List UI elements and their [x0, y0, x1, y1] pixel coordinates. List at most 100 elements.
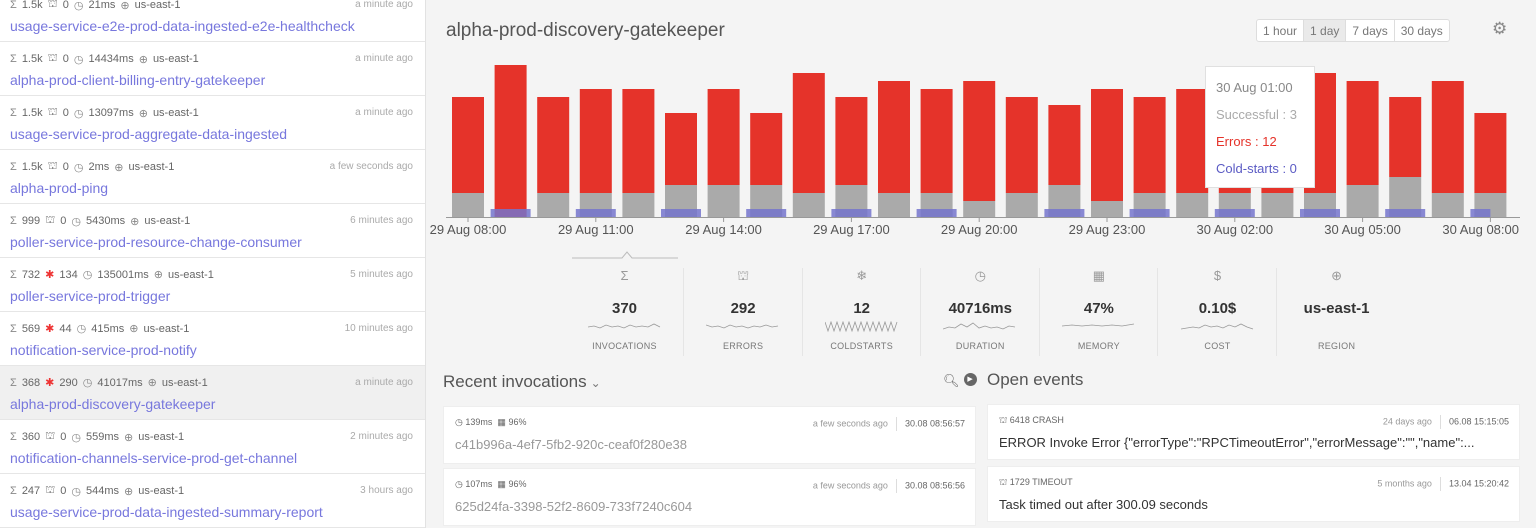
function-meta: Σ 569 ✱ 44 ◷ 415ms ⊕ us-east-1: [10, 322, 189, 336]
bar-successful: [622, 193, 655, 217]
function-meta: Σ 999 ⛫ 0 ◷ 5430ms ⊕ us-east-1: [10, 214, 190, 228]
stat-label: COST: [1204, 341, 1231, 351]
range-1-day-button[interactable]: 1 day: [1304, 20, 1347, 41]
event-message: Task timed out after 300.09 seconds: [999, 497, 1208, 512]
bar-coldstarts: [1044, 209, 1085, 217]
sigma-icon: Σ: [10, 0, 17, 11]
errors-count: 0: [62, 161, 69, 173]
function-list-item[interactable]: Σ 569 ✱ 44 ◷ 415ms ⊕ us-east-1 10 minutes ago not…: [0, 312, 425, 366]
bar-successful: [1431, 193, 1464, 217]
function-name-link[interactable]: poller-service-prod-resource-change-cons…: [10, 234, 302, 250]
stat-label: REGION: [1317, 341, 1356, 351]
function-name-link[interactable]: usage-service-e2e-prod-data-ingested-e2e…: [10, 18, 355, 34]
stat-invocations[interactable]: Σ 370 INVOCATIONS: [566, 268, 684, 356]
function-list-item[interactable]: Σ 1.5k ⛫ 0 ◷ 14434ms ⊕ us-east-1 a minute ago alp…: [0, 42, 425, 96]
function-name-link[interactable]: alpha-prod-discovery-gatekeeper: [10, 396, 216, 412]
sparkline: [824, 321, 898, 333]
sigma-icon: Σ: [10, 376, 17, 389]
globe-icon: ⊕: [130, 215, 140, 228]
function-list-item[interactable]: Σ 732 ✱ 134 ◷ 135001ms ⊕ us-east-1 5 minutes ago…: [0, 258, 425, 312]
bar-successful: [452, 193, 484, 217]
bar-coldstarts: [1129, 209, 1170, 217]
bar-errors: [537, 97, 570, 193]
function-list-item[interactable]: Σ 999 ⛫ 0 ◷ 5430ms ⊕ us-east-1 6 minutes ago poll…: [0, 204, 425, 258]
function-list-item[interactable]: Σ 1.5k ⛫ 0 ◷ 21ms ⊕ us-east-1 a minute ago usage-…: [0, 0, 425, 42]
function-name-link[interactable]: alpha-prod-ping: [10, 180, 109, 196]
function-name-link[interactable]: poller-service-prod-trigger: [10, 288, 171, 304]
bar-coldstarts: [661, 209, 701, 217]
globe-icon: ⊕: [114, 161, 124, 174]
duration: 544ms: [86, 485, 120, 497]
stat-region[interactable]: ⊕ us-east-1 REGION: [1278, 268, 1396, 356]
bar-errors: [1474, 113, 1507, 193]
bug-icon: ⛫: [999, 415, 1008, 425]
function-name-link[interactable]: usage-service-prod-aggregate-data-ingest…: [10, 126, 288, 142]
invocation-card[interactable]: ◷ 139ms ▦ 96% a few seconds ago 30.08 08:5…: [443, 406, 976, 464]
function-meta: Σ 1.5k ⛫ 0 ◷ 21ms ⊕ us-east-1: [10, 0, 180, 12]
bar-errors: [622, 89, 655, 193]
last-invoked: a minute ago: [355, 0, 413, 10]
range-30-days-button[interactable]: 30 days: [1400, 24, 1443, 38]
stat-duration[interactable]: ◷ 40716ms DURATION: [922, 268, 1040, 356]
sigma-icon: Σ: [10, 53, 17, 65]
bug-icon: ⛫: [47, 0, 58, 10]
invocation-card[interactable]: ◷ 107ms ▦ 96% a few seconds ago 30.08 08:5…: [443, 468, 976, 526]
search-icon[interactable]: 🔍︎: [943, 373, 960, 388]
stat-errors[interactable]: ⛫ 292 ERRORS: [685, 268, 803, 356]
function-name-link[interactable]: alpha-prod-client-billing-entry-gatekeep…: [10, 72, 266, 88]
stat-value: 12: [853, 300, 871, 317]
last-invoked: 5 minutes ago: [350, 269, 413, 280]
errors-count: 0: [60, 485, 67, 497]
bar-coldstarts: [1470, 209, 1491, 217]
recent-invocations-header[interactable]: Recent invocations ⌄: [443, 372, 601, 392]
tooltip-coldstarts: Cold-starts : 0: [1216, 161, 1297, 176]
range-1-hour-button[interactable]: 1 hour: [1257, 20, 1305, 41]
function-name-link[interactable]: usage-service-prod-data-ingested-summary…: [10, 504, 323, 520]
clock-icon: ◷: [73, 161, 84, 174]
x-tick-label: 29 Aug 08:00: [430, 222, 507, 237]
bar-coldstarts: [1214, 209, 1255, 217]
recent-tools: 🔍︎ ▶: [943, 373, 977, 389]
sparkline: [943, 322, 1016, 330]
bar-coldstarts: [1300, 209, 1340, 217]
function-list-item[interactable]: Σ 247 ⛫ 0 ◷ 544ms ⊕ us-east-1 3 hours ago usage-s…: [0, 474, 425, 528]
region: us-east-1: [138, 485, 185, 497]
function-list-item[interactable]: Σ 1.5k ⛫ 0 ◷ 13097ms ⊕ us-east-1 a minute ago usa…: [0, 96, 425, 150]
function-list-item[interactable]: Σ 1.5k ⛫ 0 ◷ 2ms ⊕ us-east-1 a few seconds ago al…: [0, 150, 425, 204]
gear-icon[interactable]: ⚙: [1492, 19, 1508, 38]
invocation-id: c41b996a-4ef7-5fb2-920c-ceaf0f280e38: [455, 437, 688, 452]
event-ago: 5 months ago: [1377, 478, 1432, 489]
stat-cost[interactable]: $0.10$ COST: [1159, 268, 1277, 356]
event-card[interactable]: ⛫ 1729 TIMEOUT 5 months ago 13.04 15:20:42…: [987, 466, 1520, 522]
region: us-east-1: [128, 161, 175, 173]
function-name-link[interactable]: notification-service-prod-notify: [10, 342, 197, 358]
invocation-memory: 96%: [508, 479, 527, 489]
duration: 14434ms: [88, 53, 134, 65]
range-7-days-button[interactable]: 7 days: [1346, 20, 1395, 41]
play-icon[interactable]: ▶: [963, 373, 977, 386]
clock-icon: ◷: [71, 431, 82, 444]
sparkline: [1300, 321, 1374, 333]
stat-memory[interactable]: ▦ 47% MEMORY: [1040, 268, 1159, 356]
bug-icon: ⛫: [45, 430, 56, 442]
x-tick-label: 29 Aug 14:00: [685, 222, 762, 237]
errors-count: 0: [62, 0, 69, 11]
sparkline: [706, 324, 779, 329]
stat-label: MEMORY: [1077, 341, 1120, 351]
invocations-chart: 29 Aug 08:00 29 Aug 11:00 29 Aug 14:00 29 A…: [430, 65, 1520, 237]
function-name-link[interactable]: notification-channels-service-prod-get-c…: [10, 450, 298, 466]
event-card[interactable]: ⛫ 6418 CRASH 24 days ago 06.08 15:15:05 ERR…: [987, 404, 1520, 460]
memory-icon: ▦: [1092, 268, 1106, 283]
globe-icon: ⊕: [147, 377, 157, 389]
event-ago: 24 days ago: [1382, 416, 1432, 427]
stat-coldstarts[interactable]: ❄ 12 COLDSTARTS: [803, 268, 922, 356]
bar-errors: [963, 81, 996, 201]
function-list-item[interactable]: Σ 360 ⛫ 0 ◷ 559ms ⊕ us-east-1 2 minutes ago notif…: [0, 420, 425, 474]
clock-icon: ◷: [455, 479, 463, 489]
function-list-item[interactable]: Σ 368 ✱ 290 ◷ 41017ms ⊕ us-east-1 a minute ago al…: [0, 366, 425, 420]
function-meta: Σ 1.5k ⛫ 0 ◷ 13097ms ⊕ us-east-1: [10, 106, 199, 120]
clock-icon: ◷: [82, 377, 93, 389]
bar-successful: [1005, 193, 1038, 217]
last-invoked: 6 minutes ago: [350, 215, 413, 226]
event-time: 06.08 15:15:05: [1448, 416, 1509, 427]
